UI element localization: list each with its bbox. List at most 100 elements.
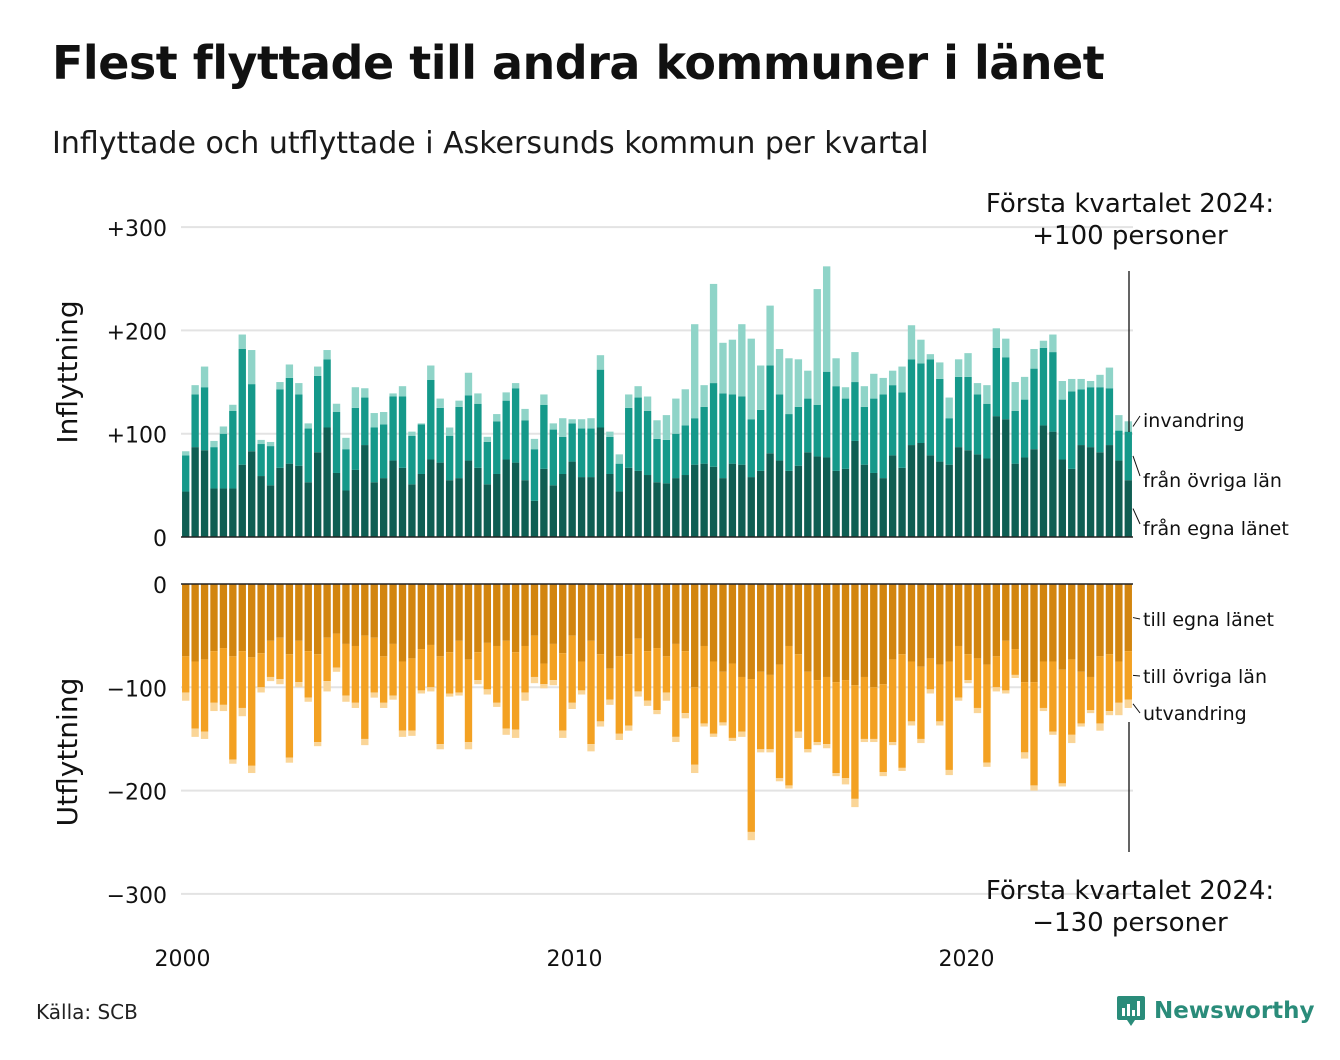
- bar-in-invandring: [436, 398, 444, 408]
- bar-in-invandring: [1002, 338, 1010, 358]
- bar-in-invandring: [936, 362, 944, 379]
- bar-out-egna: [1039, 584, 1048, 662]
- newsworthy-logo: Newsworthy: [1116, 994, 1315, 1028]
- bar-in-invandring: [917, 339, 925, 364]
- bar-out-ovriga: [304, 651, 312, 698]
- axes: 0 +100 +200 +300 −300 −200 −100 0 Inflyttning Utf…: [51, 217, 1133, 972]
- x-tick-label: 2020: [939, 947, 995, 972]
- bar-out-egna: [483, 584, 492, 643]
- labels: Första kvartalet 2024:+100 personerFörst…: [986, 189, 1289, 938]
- y-axis-title: Utflyttning: [51, 678, 84, 827]
- bar-out-ovriga: [295, 640, 303, 683]
- bar-out-utvandring: [445, 693, 454, 697]
- bar-out-egna: [285, 584, 294, 655]
- bar-out-utvandring: [483, 689, 492, 695]
- bar-out-utvandring: [662, 692, 671, 701]
- bar-out-utvandring: [511, 729, 520, 738]
- bar-out-ovriga: [643, 651, 652, 701]
- bar-in-ovriga: [822, 371, 831, 458]
- bar-in-ovriga: [983, 403, 991, 459]
- bar-out-ovriga: [530, 635, 539, 677]
- bar-out-egna: [370, 584, 378, 638]
- bar-out-ovriga: [210, 651, 218, 703]
- bar-out-utvandring: [474, 680, 482, 685]
- bar-out-utvandring: [1068, 734, 1076, 744]
- bar-out-egna: [408, 584, 416, 659]
- bar-out-utvandring: [945, 769, 953, 776]
- bar-out-ovriga: [370, 637, 378, 693]
- bar-in-egna: [625, 467, 633, 537]
- bar-in-invandring: [549, 423, 557, 430]
- bar-out-ovriga: [549, 643, 557, 681]
- bar-in-ovriga: [945, 418, 953, 465]
- bar-in-invandring: [907, 325, 916, 360]
- legend-leader: [1132, 415, 1141, 427]
- bar-out-ovriga: [502, 640, 510, 729]
- bar-in-ovriga: [191, 394, 199, 448]
- bar-in-ovriga: [285, 377, 294, 464]
- bar-in-invandring: [964, 353, 972, 377]
- bar-out-utvandring: [719, 722, 727, 726]
- bar-out-utvandring: [992, 687, 1000, 692]
- bar-in-invandring: [1096, 374, 1104, 388]
- bar-out-ovriga: [191, 661, 199, 729]
- bar-in-invandring: [587, 418, 595, 429]
- bar-out-utvandring: [238, 707, 246, 717]
- bar-in-egna: [530, 500, 539, 537]
- bar-in-ovriga: [266, 446, 275, 486]
- bar-in-egna: [841, 468, 850, 537]
- bar-in-egna: [314, 452, 322, 537]
- bar-out-utvandring: [851, 798, 859, 808]
- bar-in-egna: [1124, 480, 1132, 537]
- bar-in-ovriga: [672, 433, 680, 479]
- bar-out-ovriga: [1020, 682, 1029, 753]
- bar-in-egna: [219, 488, 228, 537]
- bar-in-ovriga: [361, 397, 369, 446]
- bar-in-egna: [257, 476, 265, 537]
- bar-in-ovriga: [936, 378, 944, 462]
- bar-out-ovriga: [445, 652, 454, 694]
- bar-out-ovriga: [540, 663, 548, 685]
- bar-out-ovriga: [775, 664, 784, 779]
- bar-out-utvandring: [549, 680, 557, 686]
- bar-in-ovriga: [973, 394, 982, 455]
- bar-in-egna: [785, 470, 793, 537]
- bar-out-ovriga: [860, 676, 869, 739]
- bar-out-egna: [785, 584, 793, 646]
- bar-in-egna: [813, 456, 821, 537]
- bar-in-egna: [389, 460, 397, 537]
- bar-in-ovriga: [907, 359, 916, 446]
- bar-out-egna: [794, 584, 803, 655]
- bar-out-ovriga: [577, 661, 586, 691]
- bar-in-ovriga: [1058, 399, 1066, 460]
- bar-out-ovriga: [738, 676, 746, 732]
- bar-out-ovriga: [832, 682, 840, 774]
- bar-out-utvandring: [493, 702, 501, 707]
- bar-out-utvandring: [907, 721, 916, 726]
- bar-out-ovriga: [182, 656, 190, 693]
- bar-out-egna: [775, 584, 784, 665]
- bar-out-ovriga: [219, 648, 228, 705]
- bar-in-ovriga: [568, 423, 576, 462]
- bar-out-egna: [936, 584, 944, 665]
- bar-out-ovriga: [559, 653, 567, 731]
- y-tick-label: 0: [153, 527, 167, 552]
- bar-in-ovriga: [954, 376, 963, 448]
- bar-in-ovriga: [757, 409, 765, 471]
- bar-out-ovriga: [276, 637, 284, 680]
- bar-out-egna: [1030, 584, 1038, 683]
- bar-out-egna: [389, 584, 397, 644]
- bar-in-egna: [907, 445, 916, 537]
- bar-in-egna: [1020, 457, 1029, 537]
- bar-out-utvandring: [832, 773, 840, 777]
- bar-out-egna: [983, 584, 991, 665]
- bar-out-ovriga: [596, 654, 605, 722]
- bar-in-egna: [615, 491, 623, 537]
- bar-in-egna: [1011, 463, 1019, 537]
- highlight-label: Första kvartalet 2024:: [986, 876, 1274, 906]
- legend-leader: [1132, 455, 1141, 477]
- bar-in-ovriga: [992, 347, 1000, 417]
- bar-in-ovriga: [332, 412, 341, 473]
- bar-out-utvandring: [691, 764, 699, 774]
- bar-out-egna: [917, 584, 925, 667]
